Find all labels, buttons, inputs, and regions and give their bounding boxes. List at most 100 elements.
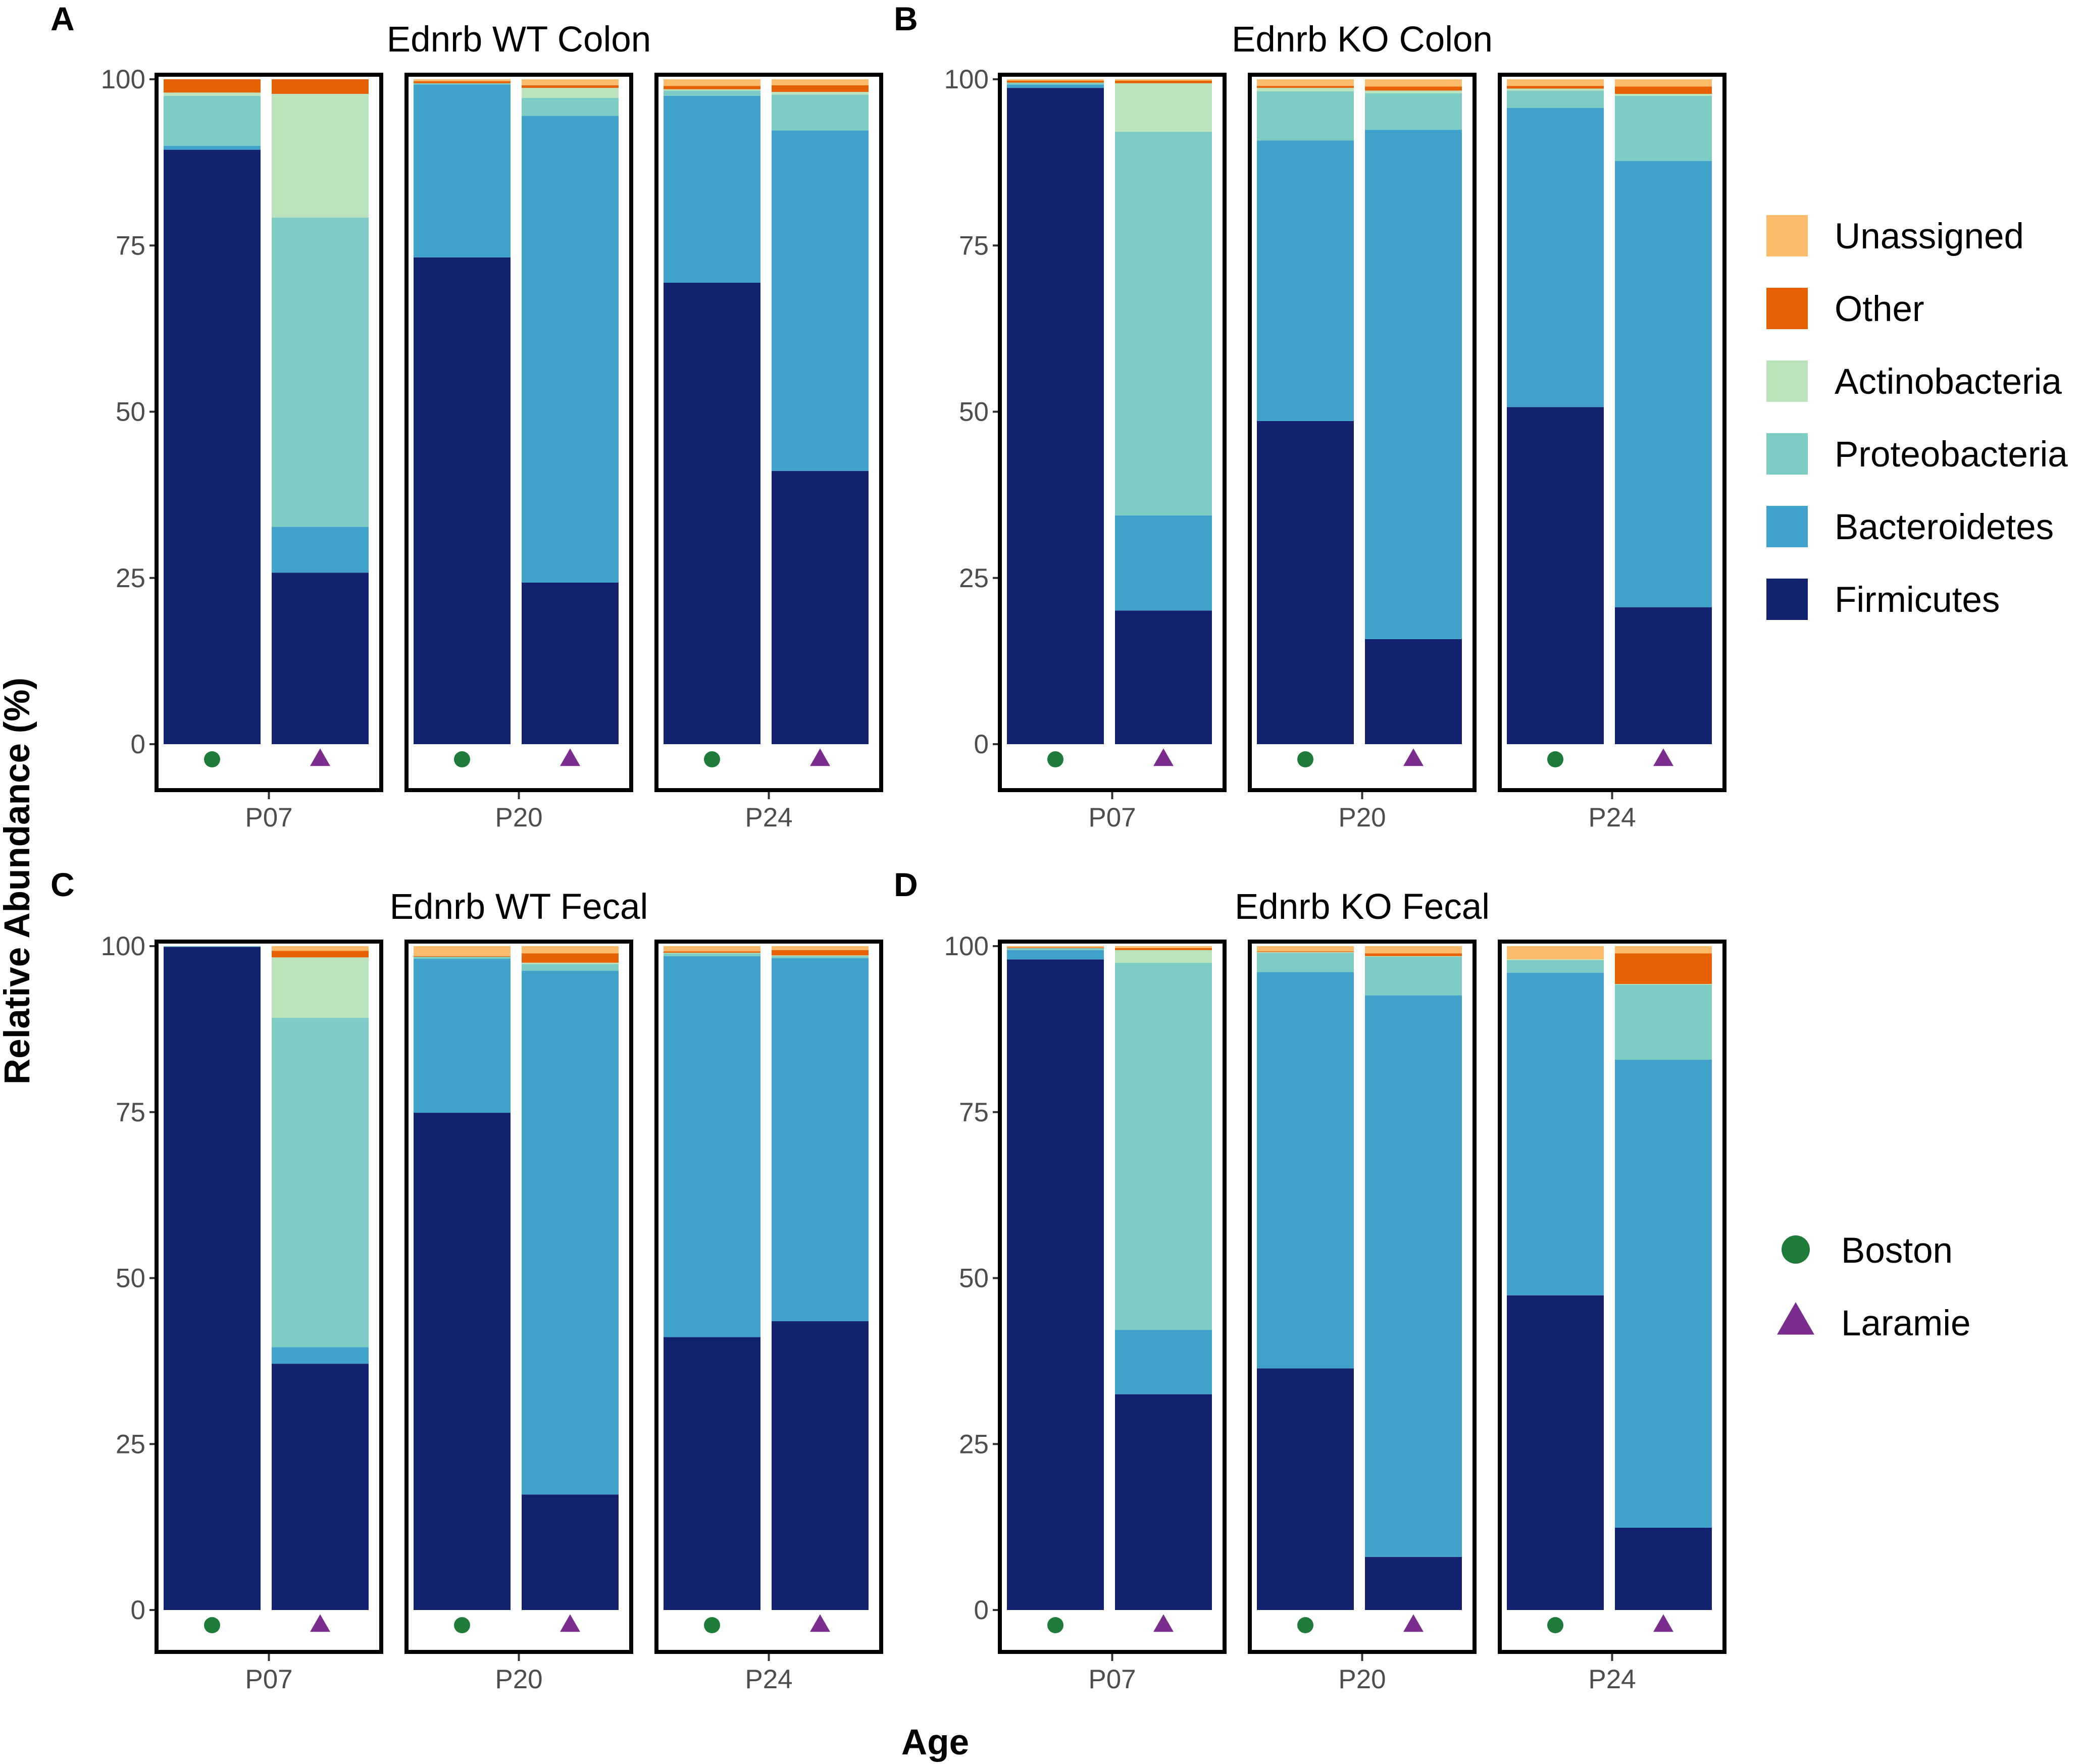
bar-boston — [414, 946, 511, 1633]
bar-segment-unassigned — [772, 79, 869, 85]
bar-segment-unassigned — [1365, 79, 1462, 87]
legend-label-laramie: Laramie — [1841, 1304, 1971, 1343]
facet-label: P24 — [745, 803, 792, 833]
panel-ednrb-wt-fecal: C Ednrb WT Fecal 0 25 50 75 100 P07 P20 P24 — [50, 866, 883, 1694]
location-marker-laramie — [560, 748, 580, 766]
facet-p07: P07 — [155, 940, 383, 1694]
bar-segment-actinobacteria — [664, 89, 760, 91]
y-tick-label: 75 — [116, 231, 145, 261]
facet-label: P24 — [745, 1665, 792, 1694]
bar-segment-firmicutes — [1615, 607, 1712, 744]
facet-p24: P24 — [654, 73, 883, 833]
bar-segment-other — [1007, 80, 1104, 83]
facet-label: P07 — [1088, 803, 1136, 833]
x-axis-title: Age — [901, 1723, 969, 1762]
panel-letter-d: D — [894, 866, 918, 903]
bar-segment-other — [1257, 86, 1354, 88]
location-marker-laramie — [560, 1614, 580, 1632]
facet-label: P24 — [1588, 1665, 1636, 1694]
bar-segment-bacteroidetes — [522, 116, 619, 583]
panel-title: Ednrb WT Fecal — [390, 887, 648, 927]
bar-segment-bacteroidetes — [1507, 972, 1604, 1295]
bar-segment-unassigned — [1507, 946, 1604, 960]
bar-segment-firmicutes — [772, 471, 869, 744]
bar-boston — [1507, 79, 1604, 767]
y-tick-label: 50 — [959, 397, 989, 427]
bar-segment-unassigned — [1257, 79, 1354, 86]
location-marker-boston — [454, 1617, 470, 1633]
bar-segment-bacteroidetes — [1365, 130, 1462, 639]
y-tick-label: 25 — [116, 1429, 145, 1459]
bar-segment-firmicutes — [522, 582, 619, 744]
legend-label-boston: Boston — [1841, 1231, 1953, 1271]
bar-segment-proteobacteria — [1115, 962, 1212, 1330]
bar-laramie — [1365, 79, 1462, 766]
bar-segment-firmicutes — [664, 1337, 760, 1610]
facet-p20: P20 — [404, 940, 633, 1694]
legend-label-unassigned: Unassigned — [1835, 217, 2024, 256]
bar-segment-bacteroidetes — [664, 956, 760, 1337]
legend-marker-boston — [1782, 1235, 1810, 1264]
y-tick-label: 50 — [116, 397, 145, 427]
bar-segment-firmicutes — [272, 573, 369, 744]
bar-segment-firmicutes — [164, 947, 261, 1610]
bar-segment-bacteroidetes — [772, 958, 869, 1321]
bar-segment-firmicutes — [1007, 88, 1104, 745]
bar-segment-actinobacteria — [522, 88, 619, 98]
panel-letter-c: C — [50, 866, 75, 903]
y-tick-label: 50 — [959, 1264, 989, 1293]
bar-segment-firmicutes — [664, 283, 760, 744]
bar-segment-firmicutes — [1507, 1295, 1604, 1610]
bar-segment-unassigned — [272, 946, 369, 951]
bar-segment-other — [414, 81, 511, 83]
bar-segment-proteobacteria — [522, 964, 619, 971]
facet-label: P07 — [1088, 1665, 1136, 1694]
y-tick-label: 100 — [944, 931, 989, 961]
location-marker-laramie — [310, 1614, 330, 1632]
legend-shape: Boston Laramie — [1777, 1231, 1971, 1343]
bar-laramie — [772, 946, 869, 1632]
bar-segment-proteobacteria — [164, 95, 261, 146]
facet-label: P20 — [495, 803, 542, 833]
bar-segment-unassigned — [1115, 79, 1212, 81]
bar-segment-other — [164, 79, 261, 93]
panel-title: Ednrb KO Colon — [1232, 20, 1493, 60]
bar-segment-proteobacteria — [1115, 132, 1212, 515]
bar-segment-unassigned — [1257, 946, 1354, 952]
bar-segment-bacteroidetes — [1115, 1330, 1212, 1394]
bar-segment-firmicutes — [1615, 1527, 1712, 1610]
bar-segment-proteobacteria — [414, 957, 511, 959]
panel-ednrb-wt-colon: A Ednrb WT Colon 0 25 50 75 100 P07 P20 P24 — [50, 0, 883, 833]
bar-laramie — [1115, 946, 1212, 1632]
bar-segment-bacteroidetes — [1615, 161, 1712, 607]
bar-segment-proteobacteria — [1507, 960, 1604, 973]
location-marker-laramie — [1153, 748, 1174, 766]
location-marker-boston — [204, 1617, 220, 1633]
facet-label: P24 — [1588, 803, 1636, 833]
bar-segment-firmicutes — [414, 1113, 511, 1610]
bar-segment-proteobacteria — [772, 956, 869, 958]
bar-boston — [414, 79, 511, 767]
bar-segment-bacteroidetes — [414, 958, 511, 1113]
legend-label-firmicutes: Firmicutes — [1835, 580, 2000, 620]
bar-segment-bacteroidetes — [1507, 108, 1604, 407]
bar-segment-unassigned — [1365, 946, 1462, 954]
bar-segment-proteobacteria — [664, 90, 760, 96]
bar-segment-unassigned — [1507, 79, 1604, 86]
bar-segment-proteobacteria — [1257, 953, 1354, 972]
legend-label-proteobacteria: Proteobacteria — [1835, 435, 2068, 475]
legend-item-unassigned: Unassigned — [1766, 215, 2024, 256]
bar-boston — [164, 946, 261, 1633]
location-marker-boston — [1547, 751, 1563, 767]
bar-segment-firmicutes — [1115, 1394, 1212, 1610]
legend-swatch-bacteroidetes — [1766, 506, 1808, 547]
facet-p20: P20 — [1248, 73, 1477, 833]
bar-segment-firmicutes — [522, 1494, 619, 1610]
bar-segment-firmicutes — [1257, 1368, 1354, 1610]
legend-swatch-firmicutes — [1766, 579, 1808, 620]
bar-segment-firmicutes — [164, 149, 261, 744]
bar-segment-actinobacteria — [522, 962, 619, 964]
panels-layer: A Ednrb WT Colon 0 25 50 75 100 P07 P20 P24 B Ednrb… — [50, 0, 1726, 1694]
bar-segment-unassigned — [1007, 79, 1104, 81]
bar-boston — [1007, 79, 1104, 767]
